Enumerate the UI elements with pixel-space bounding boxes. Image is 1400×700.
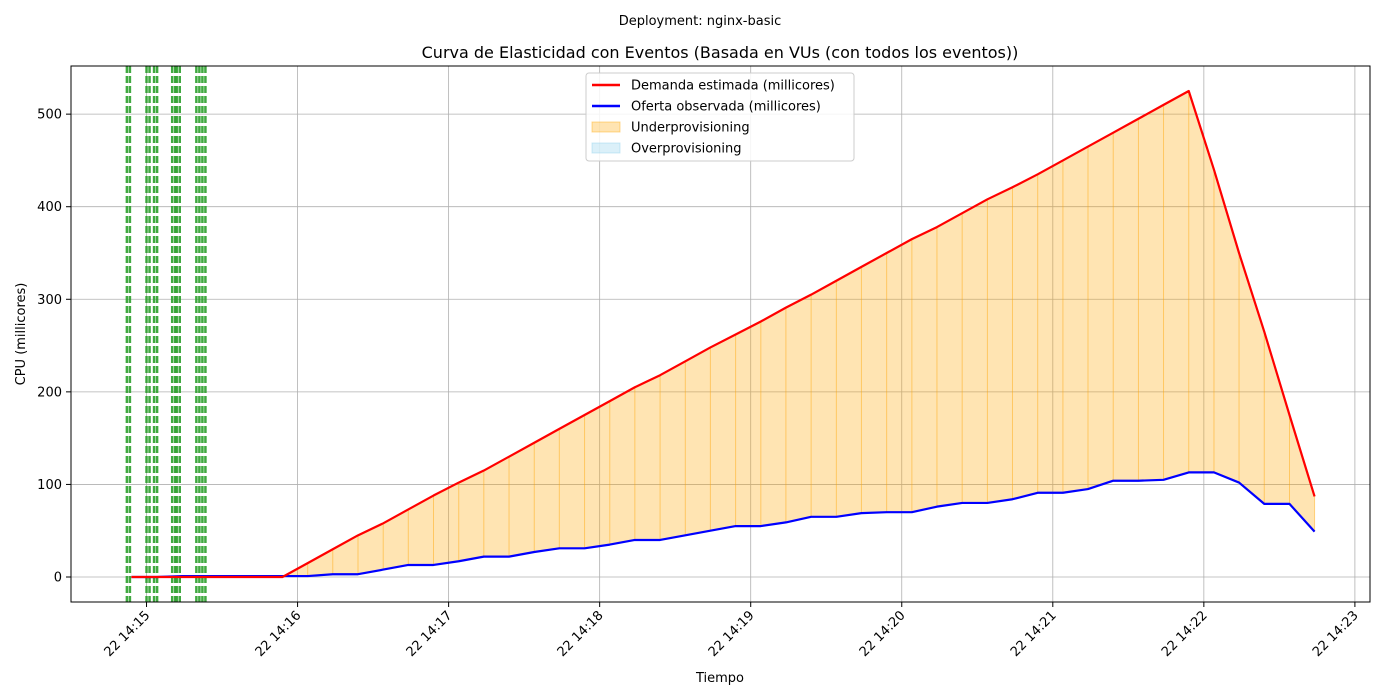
- chart-suptitle: Deployment: nginx-basic: [619, 14, 782, 29]
- x-tick-label: 22 14:23: [1310, 608, 1362, 660]
- y-tick-label: 500: [37, 108, 62, 123]
- x-tick-label: 22 14:17: [404, 608, 456, 660]
- y-tick-label: 100: [37, 478, 62, 493]
- x-tick-label: 22 14:22: [1159, 608, 1211, 660]
- y-tick-label: 400: [37, 200, 62, 215]
- x-tick-label: 22 14:18: [555, 608, 607, 660]
- demand-series-line: [131, 89, 1316, 579]
- x-axis-label: Tiempo: [695, 671, 744, 686]
- legend-box: [585, 72, 855, 162]
- y-tick-label: 300: [37, 293, 62, 308]
- legend-overprovisioning-swatch: [591, 142, 621, 154]
- chart-legend: Demanda estimada (millicores) Oferta obse…: [585, 72, 855, 162]
- y-tick-label: 200: [37, 385, 62, 400]
- plot-frame: [70, 65, 1371, 603]
- y-tick-label: 0: [54, 571, 62, 586]
- x-tick-label: 22 14:21: [1008, 608, 1060, 660]
- underprovisioning-area: [131, 90, 1315, 578]
- legend-underprovisioning-label: Underprovisioning: [631, 121, 750, 136]
- x-tick-label: 22 14:16: [253, 608, 305, 660]
- x-tick-label: 22 14:15: [102, 608, 154, 660]
- legend-demand-label: Demanda estimada (millicores): [631, 79, 835, 94]
- legend-supply-label: Oferta observada (millicores): [631, 100, 821, 115]
- legend-underprovisioning-swatch: [591, 121, 621, 133]
- x-tick-label: 22 14:19: [706, 608, 758, 660]
- supply-series-line: [131, 471, 1316, 579]
- x-tick-label: 22 14:20: [857, 608, 909, 660]
- legend-overprovisioning-label: Overprovisioning: [631, 142, 742, 157]
- y-axis-label: CPU (millicores): [14, 283, 29, 386]
- chart-title: Curva de Elasticidad con Eventos (Basada…: [422, 43, 1019, 62]
